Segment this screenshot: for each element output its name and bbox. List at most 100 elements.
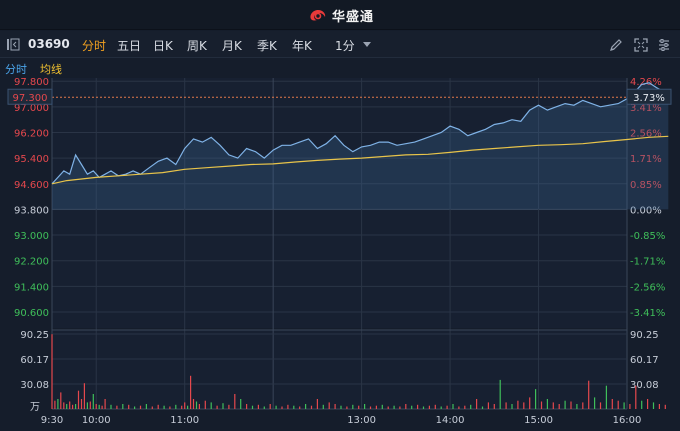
volume-bar bbox=[222, 403, 224, 409]
volume-bar bbox=[69, 401, 71, 409]
volume-bar bbox=[352, 404, 354, 409]
volume-bar bbox=[216, 405, 218, 409]
tab-fenshi[interactable]: 分时 bbox=[82, 39, 107, 53]
tab-day-k[interactable]: 日K bbox=[153, 39, 173, 53]
tab-week-k[interactable]: 周K bbox=[187, 39, 207, 53]
volume-bar bbox=[51, 334, 53, 409]
price-line bbox=[51, 82, 669, 185]
volume-bar bbox=[446, 405, 448, 409]
period-dropdown[interactable]: 1分 bbox=[335, 39, 355, 53]
price-axis-label: 97.000 bbox=[14, 103, 49, 114]
volume-bar bbox=[190, 375, 192, 409]
brand: 华盛通 bbox=[308, 5, 374, 25]
pct-axis-label: -1.71% bbox=[630, 257, 665, 268]
volume-bar bbox=[422, 406, 425, 409]
volume-bar bbox=[369, 406, 372, 409]
volume-bar bbox=[234, 394, 236, 409]
pct-axis-label: 1.71% bbox=[630, 154, 662, 165]
volume-bar bbox=[257, 404, 259, 409]
volume-axis-label: 30.08 bbox=[20, 380, 49, 391]
volume-bar bbox=[658, 404, 660, 409]
volume-axis-label-right: 60.17 bbox=[630, 355, 659, 366]
tab-year-k[interactable]: 年K bbox=[292, 39, 312, 53]
volume-bar bbox=[364, 404, 366, 409]
price-axis-label: 91.400 bbox=[14, 282, 49, 293]
intraday-chart[interactable]: 97.800 4.26% 97.000 3.41% 96.200 2.56% 95.400 1… bbox=[0, 78, 680, 431]
volume-bar bbox=[476, 399, 478, 409]
volume-bar bbox=[175, 404, 177, 409]
pct-axis-label: 0.00% bbox=[630, 205, 662, 216]
volume-bar bbox=[647, 399, 649, 409]
volume-bar bbox=[470, 404, 472, 409]
volume-bar bbox=[287, 404, 289, 409]
volume-bar bbox=[187, 405, 189, 409]
pct-axis-label: 2.56% bbox=[630, 128, 662, 139]
volume-bar bbox=[151, 406, 153, 409]
tab-quarter-k[interactable]: 季K bbox=[257, 39, 277, 53]
volume-bar bbox=[334, 404, 336, 409]
pct-axis-label: -0.85% bbox=[630, 231, 665, 242]
chart-toolbar: 03690 分时 五日 日K 周K 月K 季K 年K 1分 bbox=[0, 31, 680, 58]
volume-bar bbox=[434, 404, 436, 409]
time-axis-label: 9:30 bbox=[41, 415, 63, 426]
price-area bbox=[52, 82, 669, 210]
volume-bar bbox=[98, 404, 100, 409]
price-axis-label: 97.800 bbox=[14, 78, 49, 88]
settings-icon[interactable] bbox=[657, 38, 671, 52]
volume-bar bbox=[210, 402, 212, 409]
volume-bar bbox=[66, 404, 68, 409]
volume-bar bbox=[535, 389, 537, 409]
price-axis-label: 90.600 bbox=[14, 308, 49, 319]
volume-bar bbox=[72, 404, 74, 409]
volume-bar bbox=[101, 405, 103, 409]
volume-bar bbox=[269, 404, 271, 409]
time-axis-label: 11:00 bbox=[170, 415, 199, 426]
volume-bar bbox=[116, 405, 118, 409]
volume-bar bbox=[552, 402, 554, 409]
chart-canvas[interactable]: 97.800 4.26%97.000 3.41%96.200 2.56%95.400 1… bbox=[0, 78, 680, 431]
pencil-icon[interactable] bbox=[609, 38, 623, 52]
volume-unit-label: 万 bbox=[30, 402, 40, 413]
volume-bar bbox=[358, 405, 360, 409]
volume-bar bbox=[393, 405, 395, 409]
volume-bar bbox=[86, 402, 88, 409]
volume-bar bbox=[617, 400, 619, 409]
volume-axis-label: 60.17 bbox=[20, 355, 49, 366]
volume-bar bbox=[452, 404, 454, 409]
indicator-tab-fenshi[interactable]: 分时 bbox=[5, 63, 27, 76]
volume-bar bbox=[251, 405, 254, 409]
indicator-tab-junxian[interactable]: 均线 bbox=[40, 63, 62, 76]
tab-month-k[interactable]: 月K bbox=[222, 39, 242, 53]
brand-logo-icon bbox=[310, 10, 326, 21]
pct-axis-label: 3.41% bbox=[630, 103, 662, 114]
volume-bar bbox=[204, 400, 206, 409]
price-axis-label: 93.800 bbox=[14, 205, 49, 216]
volume-bar bbox=[316, 399, 318, 409]
volume-bar bbox=[664, 404, 666, 409]
volume-bar bbox=[89, 401, 91, 409]
volume-bar bbox=[60, 392, 62, 409]
time-axis-label: 10:00 bbox=[82, 415, 111, 426]
tab-wuri[interactable]: 五日 bbox=[117, 39, 142, 53]
volume-bar bbox=[246, 404, 248, 409]
volume-bar bbox=[228, 404, 230, 409]
volume-bar bbox=[80, 399, 83, 409]
volume-bar bbox=[322, 404, 324, 409]
fullscreen-icon[interactable] bbox=[634, 38, 648, 52]
volume-bar bbox=[195, 401, 198, 409]
volume-axis-label: 90.25 bbox=[20, 330, 49, 341]
pct-axis-label: -3.41% bbox=[630, 308, 665, 319]
volume-bar bbox=[275, 405, 277, 409]
collapse-icon[interactable] bbox=[6, 38, 20, 51]
volume-bar bbox=[511, 404, 513, 409]
volume-bar bbox=[652, 402, 655, 409]
volume-bar bbox=[405, 404, 407, 409]
volume-bar bbox=[517, 400, 519, 409]
volume-bar bbox=[411, 405, 413, 409]
volume-bar bbox=[623, 402, 625, 409]
volume-bar bbox=[611, 399, 613, 409]
volume-bar bbox=[240, 399, 242, 409]
chevron-down-icon[interactable] bbox=[363, 42, 371, 47]
volume-bar bbox=[77, 390, 80, 409]
